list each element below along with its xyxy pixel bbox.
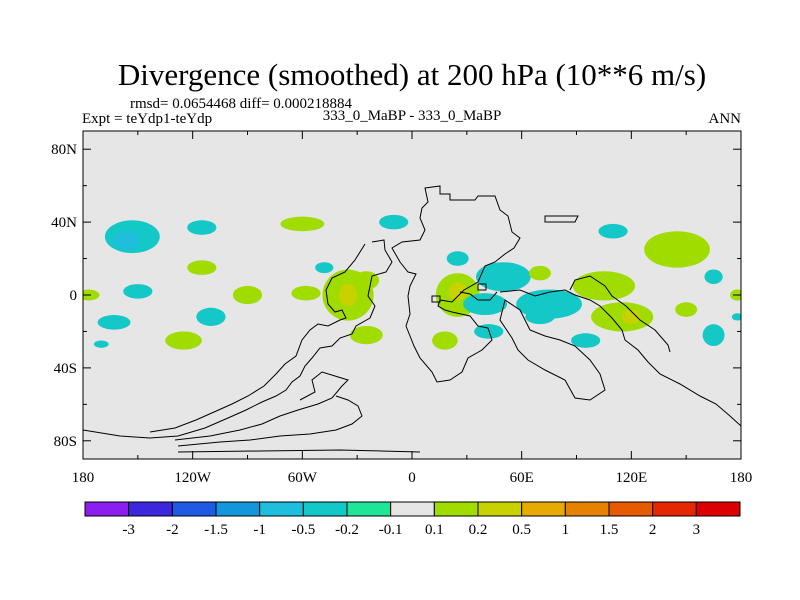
colorbar-swatch [259,501,304,517]
chart-title: Divergence (smoothed) at 200 hPa (10**6 … [118,57,706,92]
colorbar-swatch [695,501,741,517]
coastline-americas-inner [149,243,366,433]
map-background [83,131,741,459]
colorbar-swatch [84,501,130,517]
x-tick-label: 180 [730,470,753,486]
coastline-mideast [459,291,498,301]
colorbar-label: 3 [693,522,701,538]
expt-label: Expt = teYdp1-teYdp [82,111,212,127]
anomaly-region [187,220,217,235]
colorbar-swatch [215,501,261,517]
colorbar-label: 0.5 [512,522,531,538]
coastline-east-asia [544,215,579,223]
anomaly-region [572,271,635,301]
colorbar-label: 1.5 [600,522,619,538]
coastline-indochina [569,275,671,353]
season-label: ANN [709,111,742,127]
coastline-box-atlantic [431,295,441,303]
anomaly-region [644,231,710,268]
x-tick-label: 180 [72,470,95,486]
colorbar-label: -1.5 [204,522,228,538]
x-tick-label: 60E [510,470,534,486]
colorbar-swatch [433,501,479,517]
x-tick-label: 120E [615,470,647,486]
colorbar-label: 0.2 [469,522,488,538]
coastline-americas [83,239,393,439]
anomaly-region [475,262,531,292]
colorbar-label: -1 [253,522,266,538]
anomaly-region [446,251,469,266]
x-tick-label: 120W [174,470,212,486]
colorbar-label: 0.1 [425,522,444,538]
stats-label: rmsd= 0.0654468 diff= 0.000218884 [130,96,353,112]
colorbar-label: 2 [649,522,657,538]
colorbar-swatch [171,501,217,517]
anomaly-region [675,302,698,317]
anomaly-region [353,271,380,290]
colorbar-swatch [652,501,697,517]
anomaly-region [702,324,725,347]
anomaly-region [528,265,551,281]
colorbar-swatch [302,501,348,517]
colorbar-label: -0.5 [291,522,315,538]
anomaly-region [704,269,723,285]
x-tick-label: 60W [288,470,318,486]
colorbar-swatch [608,501,654,517]
colorbar-label: -2 [166,522,179,538]
colorbar-label: -0.2 [335,522,359,538]
colorbar-label: -0.1 [379,522,403,538]
anomaly-region [379,214,409,230]
case-label: 333_0_MaBP - 333_0_MaBP [323,108,502,124]
anomaly-region [232,285,263,305]
anomaly-region [187,260,217,275]
anomaly-region [349,325,383,345]
anomaly-region [83,289,100,301]
colorbar-swatch [521,501,566,517]
colorbar: -3 -2 -1.5 -1 -0.5 -0.2 -0.1 0.1 0.2 0.5 1 1.5 2 3 [84,501,741,538]
colorbar-swatch [564,501,610,517]
coastline-asia [499,289,741,427]
anomaly-region [196,307,226,326]
anomaly-region [463,293,508,316]
y-tick-label: 80N [51,142,77,158]
anomaly-region [525,309,555,325]
anomaly-region [93,340,109,348]
anomaly-region [448,282,467,301]
anomaly-region [114,231,140,250]
map-plot-area: 180 120W 60W 0 60E 120E 180 80N 40N 0 40S 80S [51,130,753,486]
colorbar-swatch [346,501,392,517]
coastline-small-box [477,283,487,291]
y-tick-label: 40N [51,215,77,231]
anomaly-region [432,331,458,350]
colorbar-label: -3 [122,522,135,538]
colorbar-swatch [128,501,173,517]
anomaly-region [123,284,153,299]
colorbar-label: 1 [562,522,570,538]
anomaly-region [165,331,202,350]
coastline-southern-2 [177,395,363,447]
anomaly-region [280,216,325,232]
colorbar-swatch [390,501,435,517]
anomaly-region [97,315,131,330]
coastline-antarctica [177,449,421,453]
y-tick-label: 80S [54,434,77,450]
anomaly-region [622,309,641,325]
anomaly-region [315,262,334,274]
anomaly-region [571,333,601,348]
anomaly-region [731,313,741,321]
y-tick-label: 0 [70,288,78,304]
y-tick-label: 40S [54,361,77,377]
coastline-southern [174,371,349,441]
anomaly-region [291,285,321,301]
anomaly-region [338,284,358,306]
coastline [83,185,741,453]
colorbar-swatch [477,501,523,517]
coastline-ocean-basin [499,299,606,401]
x-tick-label: 0 [408,470,416,486]
anomaly-region [598,223,628,239]
coastline-africa-eurasia [391,185,521,383]
